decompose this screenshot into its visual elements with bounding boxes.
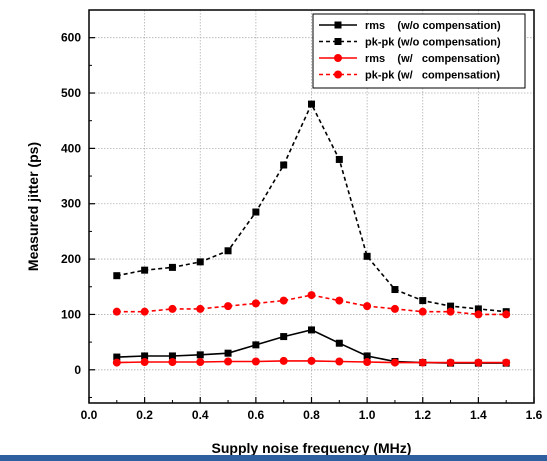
data-point xyxy=(308,326,315,334)
axis-ticks: 0.0 0.2 0.4 0.6 0.8 1.0 1.2 1.4 1.6 0 100 200 300 400… xyxy=(61,31,543,422)
legend-label: rms (w/o compensation) xyxy=(365,20,501,32)
y-tick-label: 500 xyxy=(61,86,81,100)
data-point xyxy=(252,208,260,216)
x-tick-label: 1.0 xyxy=(359,408,376,422)
data-point xyxy=(112,358,121,367)
series-rms-with-comp xyxy=(112,356,511,367)
data-point xyxy=(474,310,483,319)
data-point xyxy=(279,356,288,365)
footer-accent-bar xyxy=(0,455,547,461)
data-point xyxy=(224,302,233,311)
x-axis-title: Supply noise frequency (MHz) xyxy=(212,440,412,456)
data-point xyxy=(280,333,288,341)
data-point xyxy=(447,302,455,310)
data-point xyxy=(418,307,427,316)
data-point xyxy=(280,161,288,169)
data-point xyxy=(168,352,176,360)
data-point xyxy=(141,352,149,360)
data-point xyxy=(363,302,372,311)
data-point xyxy=(334,21,342,29)
grid-lines xyxy=(89,10,534,403)
data-point xyxy=(224,247,232,255)
y-axis-title: Measured jitter (ps) xyxy=(25,142,41,271)
legend-label: pk-pk (w/ compensation) xyxy=(365,70,500,82)
data-point xyxy=(363,358,372,367)
data-point xyxy=(446,358,455,367)
data-point xyxy=(168,304,177,313)
x-tick-label: 1.6 xyxy=(526,408,543,422)
x-tick-label: 0.4 xyxy=(192,408,209,422)
data-point xyxy=(334,70,342,79)
data-point xyxy=(307,356,316,365)
data-point xyxy=(224,357,233,366)
legend: rms (w/o compensation) pk-pk (w/o compens… xyxy=(312,13,526,89)
data-point xyxy=(418,358,427,367)
data-point xyxy=(307,291,316,300)
data-point xyxy=(335,339,343,347)
data-point xyxy=(140,358,149,367)
legend-label: rms (w/ compensation) xyxy=(365,53,500,65)
legend-item: rms (w/ compensation) xyxy=(319,53,500,65)
data-point xyxy=(141,266,149,274)
data-point xyxy=(251,357,260,366)
data-point xyxy=(502,358,511,367)
data-point xyxy=(113,353,121,361)
x-tick-label: 0.8 xyxy=(303,408,320,422)
legend-item: rms (w/o compensation) xyxy=(319,20,501,32)
x-tick-label: 0.0 xyxy=(81,408,98,422)
data-point xyxy=(113,272,121,280)
data-point xyxy=(474,358,483,367)
x-tick-label: 0.6 xyxy=(248,408,265,422)
data-point xyxy=(390,358,399,367)
data-point xyxy=(252,341,260,349)
data-point xyxy=(279,296,288,305)
data-point xyxy=(363,352,371,360)
legend-label: pk-pk (w/o compensation) xyxy=(365,37,501,49)
data-point xyxy=(335,296,344,305)
data-point xyxy=(334,38,342,45)
data-point xyxy=(224,349,232,357)
data-point xyxy=(334,54,342,62)
x-tick-label: 1.4 xyxy=(470,408,487,422)
data-point xyxy=(308,100,315,108)
data-point xyxy=(474,305,482,313)
data-point xyxy=(251,299,260,308)
data-point xyxy=(112,307,121,316)
y-tick-label: 600 xyxy=(61,31,81,45)
data-point xyxy=(335,357,344,366)
data-point xyxy=(363,252,371,260)
data-point xyxy=(168,358,177,367)
data-point xyxy=(140,307,149,316)
data-point xyxy=(419,297,427,305)
y-tick-label: 0 xyxy=(74,363,81,377)
x-tick-label: 0.2 xyxy=(136,408,153,422)
legend-item: pk-pk (w/ compensation) xyxy=(319,70,500,82)
data-point xyxy=(502,310,511,319)
x-tick-label: 1.2 xyxy=(414,408,431,422)
series-line xyxy=(116,294,507,316)
data-point xyxy=(196,258,204,266)
data-point xyxy=(335,155,343,163)
series-layer xyxy=(112,100,511,367)
y-tick-label: 400 xyxy=(61,141,81,155)
data-point xyxy=(390,304,399,313)
series-pkpk-with-comp xyxy=(112,291,511,319)
data-point xyxy=(446,307,455,316)
data-point xyxy=(196,351,204,359)
y-tick-label: 300 xyxy=(61,197,81,211)
y-tick-label: 200 xyxy=(61,252,81,266)
data-point xyxy=(196,358,205,367)
legend-box xyxy=(312,13,526,89)
legend-item: pk-pk (w/o compensation) xyxy=(319,37,501,49)
data-point xyxy=(391,286,399,294)
data-point xyxy=(196,304,205,313)
data-point xyxy=(168,263,176,271)
series-pkpk-without-comp xyxy=(113,100,510,316)
y-tick-label: 100 xyxy=(61,307,81,321)
